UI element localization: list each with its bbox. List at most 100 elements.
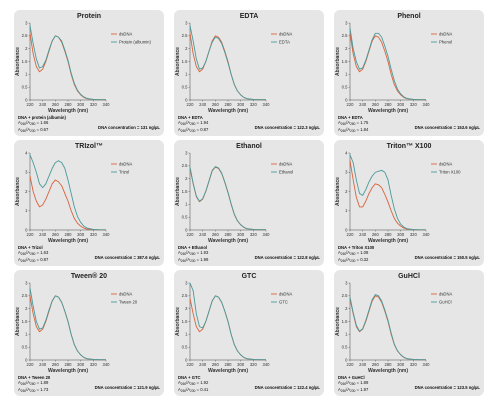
ratio-a: /A (26, 257, 31, 262)
ratio-line: A260/A280 = 1.94 (178, 120, 320, 127)
info-block: DNA + GuHCl A260/A280 = 1.89 A260/A230 = 1… (338, 375, 480, 395)
ratio-sub: 260 (180, 129, 187, 133)
y-tick-label: 2 (185, 46, 188, 51)
ratio-sub: 280 (190, 252, 196, 256)
ratio-a: /A (26, 387, 31, 392)
ratio-a: /A (346, 127, 351, 132)
legend-label: dsDNA (119, 292, 132, 297)
x-tick-label: 260 (372, 102, 380, 107)
ratio-line: A260/A230 = 0.41 (178, 387, 320, 394)
x-tick-label: 300 (237, 362, 245, 367)
x-tick-label: 340 (263, 102, 271, 107)
x-tick-label: 220 (27, 362, 35, 367)
x-tick-label: 280 (65, 102, 73, 107)
ratio-sub: 260 (340, 129, 347, 133)
legend-label: dsDNA (439, 162, 452, 167)
ratio-line: A260/A280 = 1.66 (18, 120, 160, 127)
series-line-contaminant (189, 25, 266, 101)
x-tick-label: 280 (225, 362, 233, 367)
x-tick-label: 300 (237, 102, 245, 107)
dna-concentration: DNA concentration = 122.4 ng/µL (254, 385, 320, 390)
x-tick-label: 220 (27, 102, 35, 107)
y-tick-label: 1 (345, 208, 348, 213)
y-tick-label: 1 (25, 332, 28, 337)
y-tick-label: 2 (185, 176, 188, 181)
series-line-dsdna (29, 176, 106, 231)
chart-title: Protein (76, 13, 102, 20)
info-block: DNA + Ethanol A260/A280 = 1.93 A260/A230 =… (178, 245, 320, 265)
series-line-contaminant (189, 282, 266, 361)
ratio-sub: 280 (190, 122, 196, 126)
ratio-sub: 260 (340, 122, 347, 126)
x-tick-label: 320 (410, 232, 418, 237)
x-tick-label: 300 (397, 362, 405, 367)
chart-title: Triton™ X100 (386, 143, 432, 150)
y-tick-label: 0.5 (182, 344, 188, 349)
ratio-a: A (338, 387, 341, 392)
y-tick-label: 2.5 (182, 33, 188, 38)
y-tick-label: 0 (345, 97, 348, 102)
ratio-a: /A (186, 250, 191, 255)
ratio-sub: 230 (190, 389, 196, 393)
chart-title: GuHCl (398, 273, 420, 280)
x-tick-label: 340 (103, 232, 111, 237)
y-axis-label: Absorbance (15, 47, 21, 76)
x-tick-label: 280 (65, 232, 73, 237)
ratio-sub: 230 (190, 129, 196, 133)
dna-concentration: DNA concentration = 150.5 ng/µL (414, 255, 480, 260)
ratio-sub: 260 (20, 129, 27, 133)
x-tick-label: 340 (103, 362, 111, 367)
ratio-sub: 230 (30, 129, 36, 133)
info-title: DNA + Ethanol (178, 245, 208, 250)
y-tick-label: 1.5 (182, 59, 188, 64)
ratio-a: /A (346, 120, 351, 125)
x-axis-label: Wavelength (nm) (48, 108, 88, 114)
ratio-a: A (338, 250, 341, 255)
ratio-a: /A (26, 250, 31, 255)
ratio-a: A (178, 127, 181, 132)
ratio-sub: 260 (20, 122, 27, 126)
x-axis-label: Wavelength (nm) (368, 368, 408, 374)
y-tick-label: 3 (185, 280, 188, 285)
ratio-line: A260/A230 = 0.87 (18, 257, 160, 264)
x-tick-label: 260 (372, 232, 380, 237)
info-title: DNA + Triton X100 (338, 245, 375, 250)
ratio-value: = 1.63 (35, 250, 49, 255)
ratio-sub: 230 (190, 259, 196, 263)
ratio-sub: 260 (180, 122, 187, 126)
x-tick-label: 240 (199, 102, 207, 107)
y-tick-label: 3 (345, 170, 348, 175)
legend-label: Tween 20 (119, 300, 138, 305)
y-axis-label: Absorbance (15, 177, 21, 206)
x-tick-label: 340 (423, 232, 431, 237)
y-tick-label: 2 (25, 189, 28, 194)
ratio-a: A (18, 250, 21, 255)
info-title: DNA + GuHCl (338, 375, 365, 380)
x-tick-label: 320 (410, 102, 418, 107)
y-tick-label: 1.5 (182, 189, 188, 194)
ratio-a: /A (346, 257, 351, 262)
ratio-value: = 1.99 (195, 257, 209, 262)
ratio-sub: 260 (180, 389, 187, 393)
ratio-sub: 280 (350, 382, 356, 386)
ratio-line: A260/A230 = 1.84 (338, 127, 480, 134)
y-tick-label: 0.5 (182, 84, 188, 89)
chart-panel: Protein 0 0.5 1 1.5 2 2.5 3 220 240 260 280 300 320 34… (14, 10, 164, 136)
y-tick-label: 0.5 (182, 214, 188, 219)
series-line-contaminant (29, 25, 106, 101)
dna-concentration: DNA concentration = 121.9 ng/µL (94, 385, 160, 390)
x-tick-label: 240 (39, 362, 47, 367)
x-tick-label: 240 (359, 102, 367, 107)
chart-svg: 0 0.5 1 1.5 2 2.5 3 220 240 260 280 300 320 340 Wavele… (335, 280, 452, 374)
ratio-a: A (338, 257, 341, 262)
ratio-line: A260/A280 = 1.08 (338, 250, 480, 257)
ratio-a: /A (346, 380, 351, 385)
y-tick-label: 1 (345, 332, 348, 337)
ratio-a: /A (346, 250, 351, 255)
chart-title: Tween® 20 (70, 273, 108, 280)
chart-title: Ethanol (236, 143, 262, 150)
ratio-value: = 1.84 (355, 127, 369, 132)
ratio-value: = 1.92 (195, 380, 209, 385)
x-tick-label: 240 (39, 102, 47, 107)
ratio-sub: 260 (20, 252, 27, 256)
